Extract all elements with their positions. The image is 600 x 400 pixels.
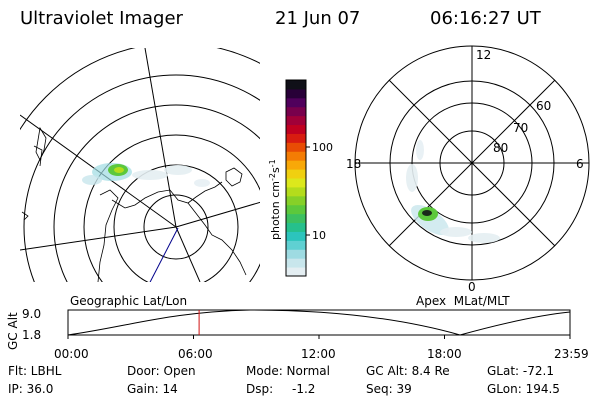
glon-status: GLon: 194.5 <box>487 382 560 396</box>
colorbar-band <box>286 186 306 197</box>
mlat-label-60: 60 <box>536 99 551 113</box>
mlat-label-70: 70 <box>513 121 528 135</box>
glat-status: GLat: -72.1 <box>487 364 554 378</box>
gc-alt-status: GC Alt: 8.4 Re <box>366 364 450 378</box>
altitude-axis-label: GC Alt <box>6 312 20 350</box>
date-label: 21 Jun 07 <box>275 8 361 29</box>
ip-status: IP: 36.0 <box>8 382 54 396</box>
aurora-emission-magnetic <box>406 140 500 243</box>
altitude-plot-frame <box>67 309 571 336</box>
mode-status: Mode: Normal <box>246 364 330 378</box>
colorbar-band <box>286 133 306 143</box>
time-tick-0000: 00:00 <box>54 347 89 361</box>
altitude-ytick-min: 1.8 <box>22 328 41 342</box>
coastlines <box>21 126 247 282</box>
colorbar-band <box>286 115 306 126</box>
dsp-value: -1.2 <box>292 382 316 396</box>
apex-caption: Apex MLat/MLT <box>416 294 510 308</box>
geographic-caption: Geographic Lat/Lon <box>70 294 188 308</box>
colorbar-band <box>286 204 306 215</box>
geographic-map <box>20 48 260 282</box>
gain-status: Gain: 14 <box>127 382 178 396</box>
dsp-label: Dsp: <box>246 382 274 396</box>
filter-status: Flt: LBHL <box>8 364 62 378</box>
time-label: 06:16:27 UT <box>430 8 541 29</box>
aurora-emission-geographic <box>82 163 210 187</box>
colorbar-band <box>286 213 306 224</box>
mlt-label-18: 18 <box>346 157 361 171</box>
altitude-curve <box>67 309 571 336</box>
colorbar-band <box>286 249 306 259</box>
colorbar-band <box>286 169 306 179</box>
sequence-status: Seq: 39 <box>366 382 412 396</box>
colorbar-band <box>286 124 306 134</box>
time-tick-2359: 23:59 <box>554 347 589 361</box>
colorbar-tick-label-100: 100 <box>312 141 333 154</box>
mlat-label-80: 80 <box>493 141 508 155</box>
mlt-label-6: 6 <box>576 157 584 171</box>
colorbar-band <box>286 258 306 268</box>
colorbar-band <box>286 267 306 277</box>
door-status: Door: Open <box>127 364 196 378</box>
mlt-label-0: 0 <box>468 280 476 294</box>
mlt-diagonal-b <box>388 79 556 247</box>
colorbar-tick-label-10: 10 <box>312 229 326 242</box>
altitude-plot: GC Alt 9.0 1.8 00:00 06:00 12:00 18:00 2… <box>6 307 589 361</box>
colorbar-band <box>286 240 306 250</box>
colorbar-band <box>286 151 306 161</box>
colorbar-band <box>286 80 306 90</box>
colorbar-band <box>286 231 306 241</box>
colorbar-band <box>286 178 306 188</box>
colorbar-band <box>286 97 306 108</box>
colorbar-band <box>286 195 306 206</box>
time-tick-1800: 18:00 <box>427 347 462 361</box>
colorbar-band <box>286 142 306 152</box>
mlt-label-12: 12 <box>476 48 491 62</box>
colorbar-band <box>286 222 306 232</box>
latitude-circles <box>20 48 260 282</box>
time-tick-0600: 06:00 <box>178 347 213 361</box>
time-tick-1200: 12:00 <box>301 347 336 361</box>
altitude-ytick-max: 9.0 <box>22 307 41 321</box>
colorbar-scale <box>286 80 306 277</box>
colorbar-band <box>286 106 306 117</box>
colorbar-unit-label: photon cm-2s-1 <box>268 159 282 240</box>
instrument-title: Ultraviolet Imager <box>20 8 183 29</box>
colorbar-band <box>286 88 306 99</box>
colorbar: 100 10 photon cm-2s-1 <box>268 79 333 277</box>
colorbar-band <box>286 160 306 170</box>
